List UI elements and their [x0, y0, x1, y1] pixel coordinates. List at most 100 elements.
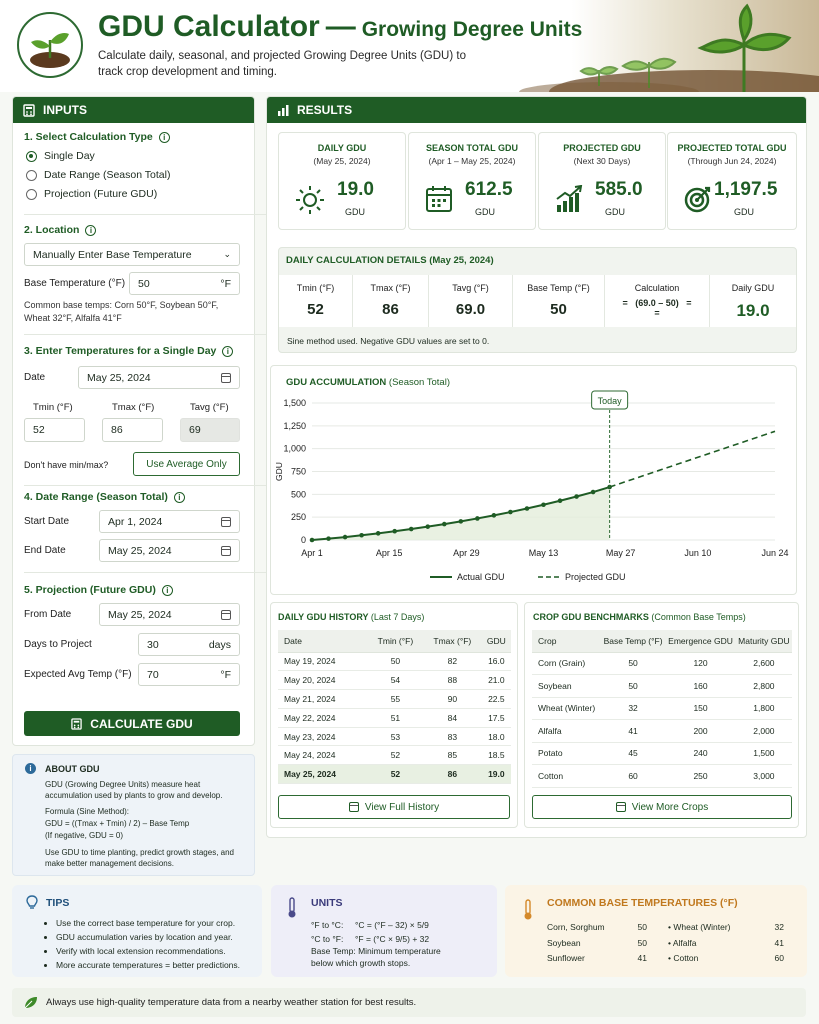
tip-item: Use the correct base temperature for you… [56, 916, 240, 930]
history-title: DAILY GDU HISTORY (Last 7 Days) [278, 612, 425, 622]
radio-date-range[interactable]: Date Range (Season Total) [26, 169, 170, 181]
seedling-image [519, 3, 819, 92]
info-icon[interactable]: i [158, 131, 170, 143]
actual-gdu-point [441, 521, 447, 527]
gdu-accumulation-chart: 0 250 500 750 1,000 1,250 1,500 Apr 1 Apr 15 Apr … [274, 390, 789, 582]
tmax-input[interactable]: 86 [102, 418, 163, 442]
radio-dot[interactable] [26, 169, 37, 181]
table-cell: 52 [367, 764, 423, 785]
base-temp-input[interactable]: 50 °F [129, 272, 240, 295]
calendar-icon[interactable] [221, 516, 231, 527]
calculate-button[interactable]: CALCULATE GDU [24, 711, 240, 736]
info-icon: i [25, 763, 36, 774]
radio-projection[interactable]: Projection (Future GDU) [26, 188, 157, 200]
view-full-history-button[interactable]: View Full History [278, 795, 510, 819]
tmin-input[interactable]: 52 [24, 418, 85, 442]
legend-projected: Projected GDU [565, 572, 626, 582]
units-conversions: °F to °C: °C = (°F – 32) × 5/9 °C to °F: °… [311, 920, 430, 944]
days-input[interactable]: 30 days [138, 633, 240, 656]
results-header: RESULTS [267, 97, 806, 123]
info-icon[interactable]: i [173, 491, 185, 503]
table-cell: 53 [367, 727, 423, 747]
view-more-crops-button[interactable]: View More Crops [532, 795, 792, 819]
radio-single-day[interactable]: Single Day [26, 150, 95, 162]
info-icon[interactable]: i [85, 224, 97, 236]
single-day-title: 3. Enter Temperatures for a Single Day i [24, 345, 234, 357]
date-input[interactable]: May 25, 2024 [78, 366, 240, 389]
thermometer-icon [524, 899, 532, 920]
y-tick-label: 1,250 [283, 421, 306, 431]
calendar-icon[interactable] [221, 545, 231, 556]
from-date-input[interactable]: May 25, 2024 [99, 603, 240, 626]
calendar-icon [348, 802, 359, 812]
table-cell: May 22, 2024 [278, 708, 368, 728]
table-cell: May 24, 2024 [278, 745, 368, 766]
y-tick-label: 1,500 [283, 398, 306, 408]
days-label: Days to Project [24, 639, 92, 650]
leaf-icon [24, 997, 37, 1009]
tips-title: TIPS [46, 897, 70, 909]
footer-note: Always use high-quality temperature data… [12, 988, 806, 1017]
table-cell: 51 [367, 708, 423, 728]
inputs-header: INPUTS [13, 97, 254, 123]
table-row: Cotton 60 250 3,000 [532, 764, 792, 788]
tip-item: More accurate temperatures = better pred… [56, 958, 240, 972]
actual-gdu-point [309, 537, 315, 543]
use-average-button[interactable]: Use Average Only [133, 452, 240, 476]
base-temp-row: • Wheat (Winter) 32 [668, 922, 784, 932]
calendar-icon[interactable] [221, 609, 231, 620]
actual-gdu-point [557, 498, 563, 504]
radio-dot[interactable] [26, 188, 37, 200]
calendar-icon[interactable] [221, 372, 231, 383]
radio-dot[interactable] [26, 150, 37, 162]
end-date-label: End Date [24, 545, 66, 556]
table-row: Corn (Grain) 50 120 2,600 [532, 652, 792, 675]
page-description: Calculate daily, seasonal, and projected… [98, 50, 466, 78]
y-axis-label: GDU [274, 462, 284, 481]
end-date-input[interactable]: May 25, 2024 [99, 539, 240, 562]
table-cell: 200 [665, 719, 736, 743]
start-date-input[interactable]: Apr 1, 2024 [99, 510, 240, 533]
stat-season-total: SEASON TOTAL GDU (Apr 1 – May 25, 2024) … [408, 132, 536, 230]
calendar-icon [426, 186, 452, 212]
detail-calculation: Calculation = (69.0 – 50) = = [605, 275, 710, 327]
table-row: Soybean 50 160 2,800 [532, 674, 792, 698]
benchmarks-title: CROP GDU BENCHMARKS (Common Base Temps) [533, 612, 746, 622]
base-temp-row: Sunflower 41 [547, 953, 647, 963]
info-icon[interactable]: i [222, 345, 234, 357]
table-cell: 90 [422, 689, 482, 709]
info-icon[interactable]: i [161, 584, 173, 596]
location-title: 2. Location i [24, 224, 97, 236]
location-select[interactable]: Manually Enter Base Temperature ⌄ [24, 243, 240, 266]
x-tick-label: May 13 [529, 548, 559, 558]
table-row: May 24, 2024 52 85 18.5 [278, 745, 511, 766]
table-cell: 83 [422, 727, 482, 747]
column-header: GDU [481, 630, 511, 653]
actual-gdu-point [359, 532, 364, 538]
stat-projected-gdu: PROJECTED GDU (Next 30 Days) 585.0 GDU [538, 132, 666, 230]
table-cell: May 20, 2024 [278, 670, 368, 691]
table-cell: 22.5 [481, 689, 511, 709]
app-logo [17, 12, 83, 78]
bar-chart-icon [278, 105, 289, 116]
today-label: Today [598, 396, 623, 406]
base-temps-title: COMMON BASE TEMPERATURES (°F) [547, 897, 738, 909]
table-cell: May 21, 2024 [278, 689, 368, 709]
actual-gdu-point [590, 489, 596, 495]
actual-gdu-point [342, 534, 348, 540]
target-icon [684, 186, 711, 213]
tips-box: TIPS Use the correct base temperature fo… [12, 885, 262, 977]
x-tick-label: Apr 15 [376, 548, 403, 558]
column-header: Crop [532, 630, 601, 653]
table-cell: 82 [422, 652, 482, 672]
table-row: Wheat (Winter) 32 150 1,800 [532, 697, 792, 720]
expected-temp-input[interactable]: 70 °F [138, 663, 240, 686]
formula-title: Formula (Sine Method): [45, 807, 130, 816]
actual-gdu-point [524, 506, 530, 511]
results-heading: RESULTS [297, 103, 353, 117]
calculator-icon [71, 717, 83, 730]
table-cell: 160 [665, 674, 736, 698]
about-usage: Use GDU to time planting, predict growth… [45, 848, 234, 868]
units-title: UNITS [311, 897, 343, 909]
table-cell: 1,800 [735, 697, 792, 720]
